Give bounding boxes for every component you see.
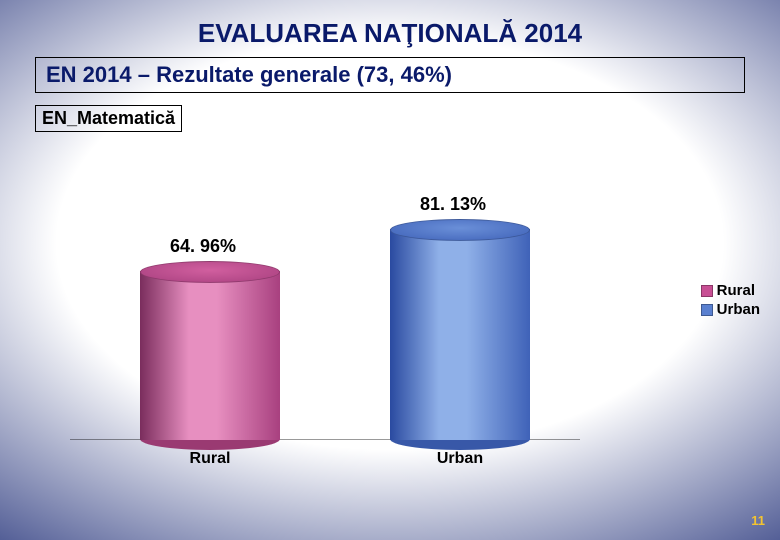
cylinder-top xyxy=(390,219,530,241)
bar-axis-label: Urban xyxy=(390,450,530,468)
legend-swatch xyxy=(701,285,713,297)
cylinder-top xyxy=(140,261,280,283)
bar-value-label: 81. 13% xyxy=(420,194,486,215)
bar-value-label: 64. 96% xyxy=(170,236,236,257)
legend-item: Rural xyxy=(701,282,760,299)
legend-label: Rural xyxy=(717,282,755,299)
subtitle-box: EN 2014 – Rezultate generale (73, 46%) xyxy=(35,57,745,93)
legend-label: Urban xyxy=(717,301,760,318)
section-label: EN_Matematică xyxy=(35,105,182,132)
cylinder-side xyxy=(390,229,530,440)
bar-axis-label: Rural xyxy=(140,450,280,468)
legend: Rural Urban xyxy=(701,280,760,320)
subtitle-text: EN 2014 – Rezultate generale (73, 46%) xyxy=(46,62,452,87)
cylinder-side xyxy=(140,271,280,440)
page-title: EVALUAREA NAŢIONALĂ 2014 xyxy=(0,0,780,49)
cylinder-bar xyxy=(140,271,280,440)
page-number: 11 xyxy=(751,513,765,528)
legend-swatch xyxy=(701,304,713,316)
cylinder-bar xyxy=(390,229,530,440)
chart-area: 64. 96% Rural 81. 13% Urban xyxy=(70,180,580,470)
legend-item: Urban xyxy=(701,301,760,318)
slide: EVALUAREA NAŢIONALĂ 2014 EN 2014 – Rezul… xyxy=(0,0,780,540)
